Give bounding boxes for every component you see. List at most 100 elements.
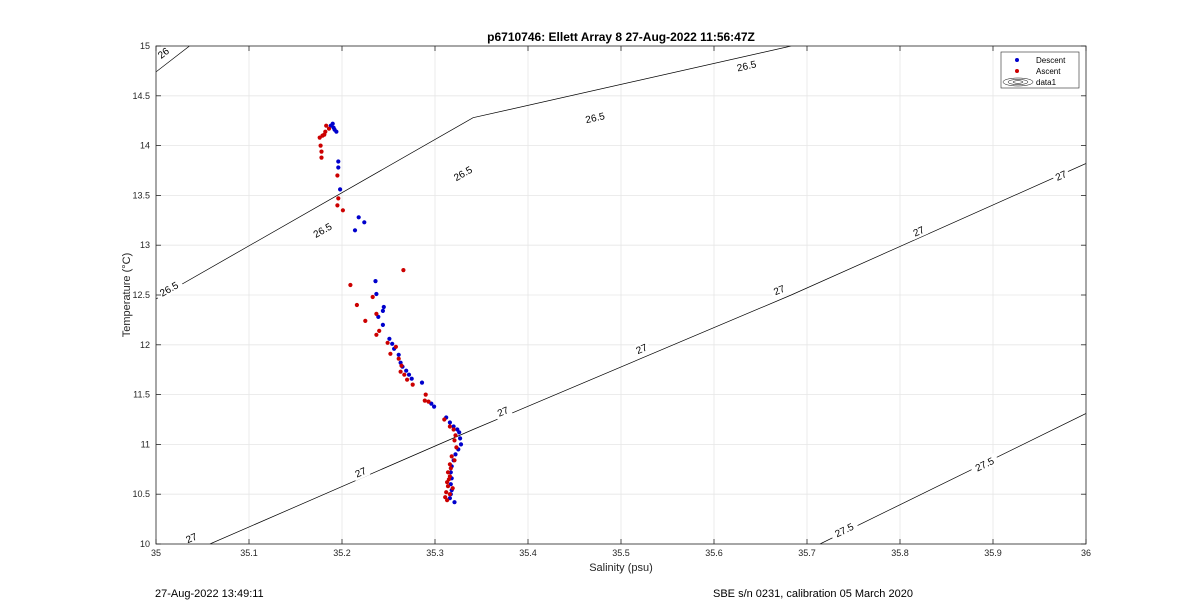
ascent-point <box>354 302 359 308</box>
ascent-point <box>374 332 379 337</box>
ascent-point <box>340 208 345 213</box>
x-tick-label: 35.8 <box>891 548 909 558</box>
x-tick-label: 35.9 <box>984 548 1002 558</box>
legend-label-descent: Descent <box>1036 56 1066 65</box>
ascent-point <box>410 382 415 387</box>
y-tick-label: 11.5 <box>133 390 150 400</box>
x-tick-label: 35 <box>151 548 161 558</box>
descent-point <box>338 187 343 192</box>
ascent-point <box>393 344 398 349</box>
data-points <box>317 121 464 505</box>
y-axis-ticks: 10 10.5 11 11.5 12 12.5 13 13.5 14 14.5 15 <box>132 41 1086 549</box>
ascent-point <box>450 486 455 491</box>
descent-point <box>447 420 452 425</box>
contour-label-bg <box>181 529 202 547</box>
contour-label-text: 27 <box>1054 169 1069 184</box>
contour-label-bg <box>307 218 338 243</box>
y-tick-label: 13.5 <box>132 190 150 200</box>
descent-point <box>390 341 395 346</box>
ascent-point <box>448 466 453 471</box>
contour-label-text: 27 <box>635 342 650 357</box>
contour-label-bg <box>631 340 652 358</box>
descent-point <box>331 125 336 130</box>
ascent-point <box>377 328 382 333</box>
legend-marker-descent <box>1015 58 1019 62</box>
density-contours <box>156 46 1086 544</box>
ascent-point <box>443 495 448 500</box>
contour-label-bg <box>731 56 762 75</box>
contour-label-bg <box>153 276 185 302</box>
x-tick-label: 35.6 <box>705 548 723 558</box>
descent-point <box>380 308 385 313</box>
ascent-point <box>451 427 456 432</box>
ascent-point <box>445 498 450 503</box>
y-tick-label: 10.5 <box>132 489 150 499</box>
ascent-point <box>398 369 403 374</box>
ascent-point <box>335 203 340 208</box>
ascent-point <box>401 268 406 273</box>
ascent-point <box>453 433 458 438</box>
isopycnal-26 <box>156 46 190 73</box>
descent-point <box>452 500 457 505</box>
ascent-point <box>447 492 452 497</box>
x-tick-label: 35.5 <box>612 548 630 558</box>
ascent-point <box>317 135 322 140</box>
contour-label: 27 <box>631 340 652 358</box>
ascent-point <box>396 356 401 361</box>
contour-label-bg <box>350 463 371 481</box>
ascent-point <box>385 340 390 345</box>
descent-point <box>419 380 425 385</box>
ascent-point <box>319 155 324 160</box>
descent-point <box>381 304 386 310</box>
descent-point <box>336 165 341 170</box>
descent-point <box>334 129 339 134</box>
contour-label-text: 27 <box>496 405 511 420</box>
descent-point <box>376 314 381 319</box>
legend-marker-ascent <box>1015 69 1019 73</box>
descent-point <box>457 430 462 435</box>
x-axis-label: Salinity (psu) <box>589 562 653 574</box>
isopycnal-26.5 <box>156 46 792 300</box>
ascent-point <box>348 282 353 288</box>
descent-point <box>336 159 341 164</box>
descent-point <box>432 404 437 409</box>
ascent-point <box>452 458 457 463</box>
ascent-point <box>363 318 368 323</box>
y-axis-label: Temperature (°C) <box>121 253 133 337</box>
descent-point <box>406 372 412 377</box>
legend-label-ascent: Ascent <box>1036 67 1061 76</box>
descent-point <box>380 322 385 327</box>
y-tick-label: 14.5 <box>132 91 150 101</box>
contour-label-bg <box>908 222 929 241</box>
ascent-point <box>370 294 375 300</box>
ascent-point <box>324 123 329 128</box>
y-tick-label: 11 <box>141 439 150 449</box>
descent-point <box>458 436 463 441</box>
descent-point <box>404 368 409 373</box>
contour-label-bg <box>769 281 789 299</box>
y-tick-label: 13 <box>140 240 150 250</box>
ascent-point <box>374 311 379 316</box>
ascent-point <box>444 490 449 495</box>
descent-point <box>396 352 401 357</box>
descent-point <box>458 442 464 447</box>
footer-timestamp: 27-Aug-2022 13:49:11 <box>155 588 264 600</box>
contour-label-bg <box>153 43 174 63</box>
ascent-point <box>318 143 323 148</box>
chart-title: p6710746: Ellett Array 8 27-Aug-2022 11:… <box>487 30 755 44</box>
y-tick-label: 14 <box>140 141 150 151</box>
ascent-point <box>326 126 332 131</box>
contour-label-text: 27 <box>184 531 199 546</box>
x-tick-label: 35.2 <box>333 548 351 558</box>
y-tick-label: 10 <box>140 539 150 549</box>
x-tick-label: 35.1 <box>240 548 258 558</box>
legend-contour-icon <box>1002 77 1034 87</box>
contour-label-bg <box>447 161 479 186</box>
contour-label: 27 <box>908 222 929 241</box>
ascent-point <box>423 392 428 397</box>
x-tick-label: 35.4 <box>519 548 537 558</box>
isopycnal-27.5 <box>819 413 1086 544</box>
ascent-point <box>445 470 451 475</box>
ascent-point <box>319 149 324 154</box>
